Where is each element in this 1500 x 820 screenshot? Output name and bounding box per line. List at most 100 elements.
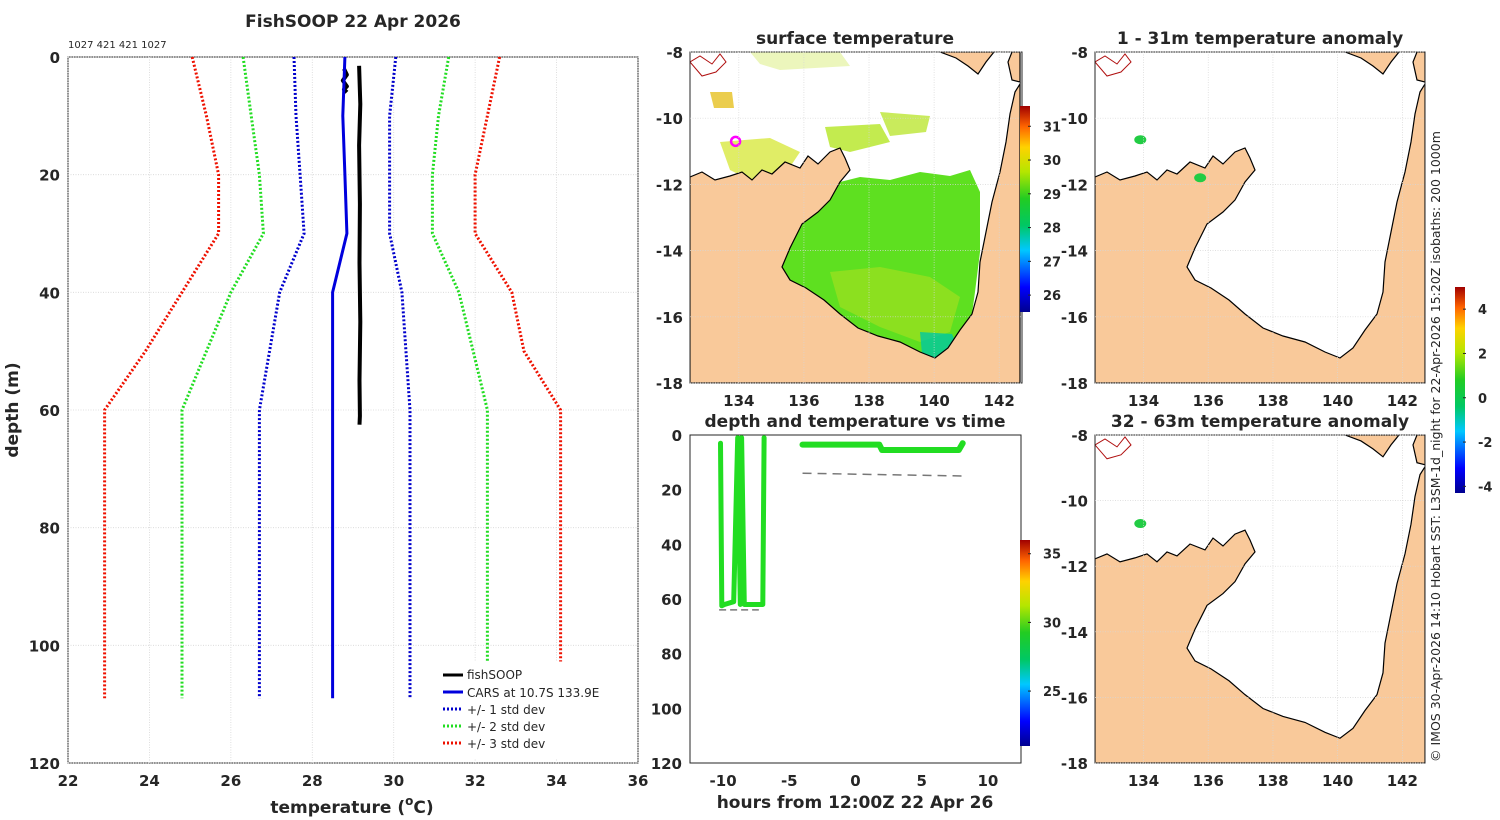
colorbar-tick-label: 29 [1043, 188, 1061, 203]
header-ids: 1027 421 421 1027 [68, 40, 167, 51]
map-ytick-label: -18 [1061, 755, 1088, 773]
profile-series--2-std-dev [180, 56, 265, 699]
depth-time-marks [718, 435, 966, 611]
map-xtick-label: 140 [918, 392, 949, 410]
profile-series-fishsoop [357, 65, 363, 425]
depth-time-xlabel: hours from 12:00Z 22 Apr 26 [717, 793, 994, 813]
map-xtick-label: 134 [1128, 772, 1159, 790]
profile-xtick-label: 34 [546, 772, 567, 790]
legend-label-std2: +/- 2 std dev [467, 720, 545, 734]
depth-time-ytick-label: 0 [672, 427, 682, 445]
map-xtick-label: 140 [1322, 772, 1353, 790]
colorbar-tick-label: 30 [1043, 154, 1061, 169]
colorbar-tick-label: 25 [1043, 685, 1061, 700]
tow-track [718, 435, 767, 609]
depth-time-ytick-label: 120 [651, 755, 682, 773]
colorbar-tick-label: 31 [1043, 120, 1061, 135]
map-xtick-label: 136 [1193, 772, 1224, 790]
colorbar-tick-label: 30 [1043, 616, 1061, 631]
profile-ytick-label: 40 [39, 284, 60, 302]
profile-ytick-label: 20 [39, 167, 60, 185]
anomaly-1-31-ticks: 134 136 138 140 142 -8 -10 -12 -14 -16 -18 [1061, 44, 1425, 410]
depth-time-colorbar-ticks: 25 30 35 [1028, 548, 1061, 700]
map-ytick-label: -14 [1061, 243, 1088, 261]
anomaly-point [1134, 135, 1147, 145]
map-xtick-label: 138 [853, 392, 884, 410]
depth-time-xtick-label: -5 [781, 772, 798, 790]
legend-label-std3: +/- 3 std dev [467, 737, 545, 751]
map-xtick-label: 138 [1257, 392, 1288, 410]
map-ytick-label: -8 [666, 44, 683, 62]
profile-ytick-label: 80 [39, 520, 60, 538]
profile-y-ticks: 0 20 40 60 80 100 120 [29, 49, 60, 773]
sst-ticks: 134 136 138 140 142 -8 -10 -12 -14 -16 -18 [656, 44, 1022, 410]
anomaly-colorbar [1455, 287, 1465, 493]
copyright-text: © IMOS 30-Apr-2026 14:10 Hobart SST: L3S… [1428, 131, 1443, 762]
profile-ylabel: depth (m) [3, 362, 23, 457]
map-ytick-label: -14 [656, 243, 683, 261]
anomaly-32-63-ticks: 134 136 138 140 142 -8 -10 -12 -14 -16 -18 [1061, 427, 1425, 790]
map-ytick-label: -18 [1061, 375, 1088, 393]
depth-time-panel: depth and temperature vs time -10 -5 0 5 100… [651, 412, 1061, 813]
anomaly-colorbar-group: 4 2 0 -2 -4 [1455, 287, 1492, 495]
depth-time-ytick-label: 40 [661, 536, 682, 554]
anomaly-32-63-isobath [1095, 436, 1132, 460]
profile-xtick-label: 24 [139, 772, 160, 790]
profile-ytick-label: 60 [39, 402, 60, 420]
anomaly-32-63-points [1134, 519, 1147, 529]
sst-panel: surface temperature 134 136 138 14 [656, 29, 1061, 410]
sst-field [710, 52, 980, 364]
anomaly-32-63-title: 32 - 63m temperature anomaly [1111, 412, 1409, 432]
map-ytick-label: -12 [1061, 176, 1088, 194]
profile-xtick-label: 28 [302, 772, 323, 790]
anomaly-point [1134, 519, 1147, 529]
sst-colorbar [1020, 106, 1030, 312]
sst-patch-1 [825, 124, 890, 152]
map-xtick-label: 136 [1193, 392, 1224, 410]
map-xtick-label: 142 [984, 392, 1015, 410]
profile-series--2-std-dev [430, 56, 489, 699]
map-ytick-label: -14 [1061, 624, 1088, 642]
anomaly-1-31-title: 1 - 31m temperature anomaly [1117, 29, 1403, 49]
profile-xtick-label: 30 [383, 772, 404, 790]
colorbar-tick-label: 26 [1043, 289, 1061, 304]
map-ytick-label: -18 [656, 375, 683, 393]
colorbar-tick-label: 28 [1043, 222, 1061, 237]
map-ytick-label: -8 [1071, 427, 1088, 445]
anomaly-1-31-panel: 1 - 31m temperature anomaly 134 136 138 140… [1061, 29, 1426, 410]
page-title: FishSOOP 22 Apr 2026 [245, 12, 461, 32]
map-ytick-label: -12 [656, 176, 683, 194]
profile-legend: fishSOOP CARS at 10.7S 133.9E +/- 1 std … [436, 661, 628, 759]
profile-panel: FishSOOP 22 Apr 2026 1027 421 421 1027 2… [3, 12, 648, 818]
map-xtick-label: 142 [1387, 392, 1418, 410]
colorbar-tick-label: 2 [1478, 347, 1487, 362]
map-ytick-label: -12 [1061, 558, 1088, 576]
profile-xtick-label: 32 [465, 772, 486, 790]
anomaly-point [1194, 173, 1207, 183]
map-ytick-label: -8 [1071, 44, 1088, 62]
xlabel-main: temperature ( [270, 798, 405, 818]
profile-series--1-std-dev [257, 56, 306, 699]
map-ytick-label: -16 [656, 309, 683, 327]
map-xtick-label: 140 [1322, 392, 1353, 410]
depth-time-xtick-label: 5 [916, 772, 926, 790]
sst-patch-north [750, 52, 850, 70]
sst-patch-warm [710, 92, 734, 108]
profile-grid [67, 56, 639, 764]
profile-ytick-label: 120 [29, 755, 60, 773]
map-ytick-label: -10 [656, 110, 683, 128]
profile-series--3-std-dev [103, 56, 221, 699]
depth-time-ytick-label: 60 [661, 591, 682, 609]
profile-xtick-label: 36 [628, 772, 649, 790]
map-ytick-label: -16 [1061, 689, 1088, 707]
map-xtick-label: 142 [1387, 772, 1418, 790]
depth-time-ytick-label: 20 [661, 482, 682, 500]
depth-time-xtick-label: 0 [850, 772, 860, 790]
anomaly-1-31-isobath [1095, 53, 1132, 77]
xlabel-superscript: o [405, 794, 413, 808]
legend-label-std1: +/- 1 std dev [467, 703, 545, 717]
map-ytick-label: -10 [1061, 110, 1088, 128]
profile-series [103, 56, 563, 699]
